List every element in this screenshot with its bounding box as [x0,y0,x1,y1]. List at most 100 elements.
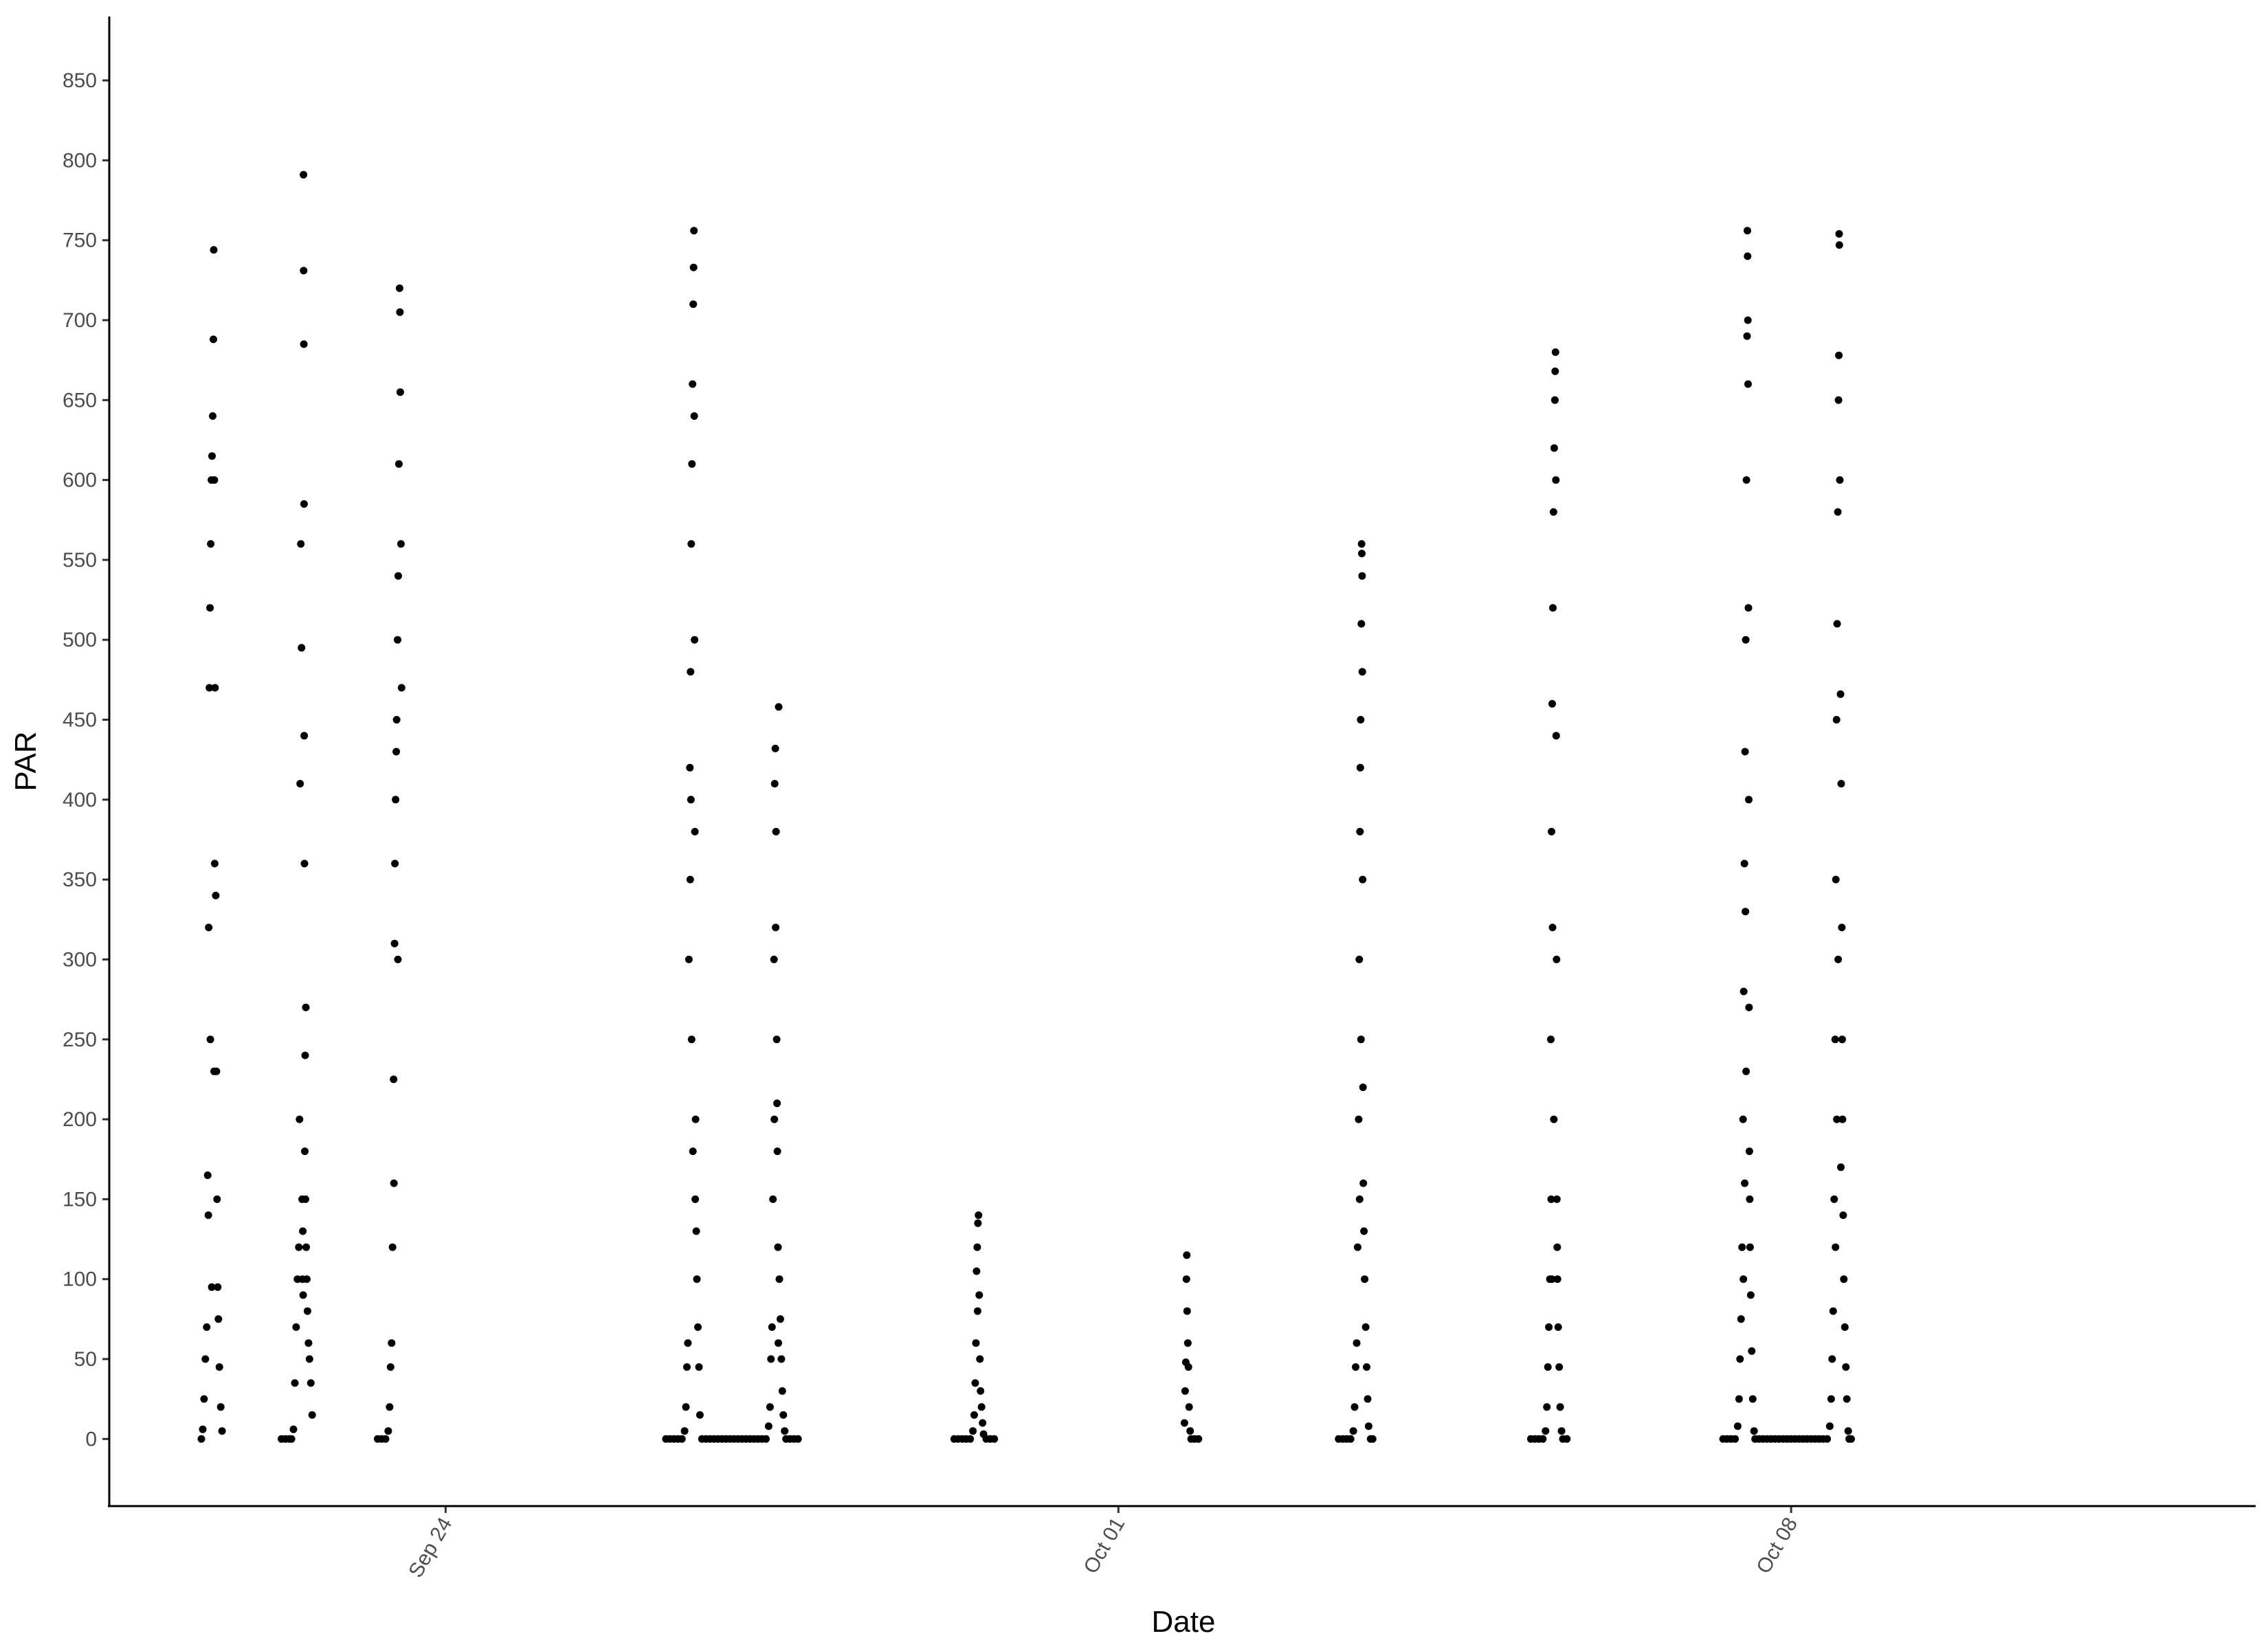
data-point [208,452,216,460]
data-point [1553,955,1561,963]
data-point [777,1355,786,1363]
data-point [1186,1427,1194,1435]
data-point [1350,1403,1359,1411]
data-point [975,1211,983,1220]
data-point [388,1339,396,1347]
data-point [764,1422,772,1431]
y-tick-label: 300 [63,948,97,971]
data-point [209,412,216,420]
y-tick-label: 850 [63,69,97,92]
data-point [1835,351,1843,359]
data-point [203,1323,211,1331]
data-point [1182,1275,1190,1283]
x-axis-ticks: Sep 24 Oct 01 Oct 08 [404,1506,1802,1582]
data-point [199,1425,207,1433]
data-point [394,955,402,963]
y-tick-label: 350 [63,868,97,891]
data-point [1548,923,1557,932]
data-point [772,1035,781,1044]
data-point [307,1379,315,1387]
data-point [1827,1395,1835,1403]
data-point [1552,476,1560,484]
data-point [1553,1195,1561,1203]
data-point [969,1427,977,1435]
data-point [1552,732,1560,740]
data-point [205,923,213,932]
data-point [297,540,305,548]
data-point [392,748,401,756]
data-point [1838,923,1846,932]
data-point [690,227,698,235]
data-point [1361,1275,1369,1283]
data-point [990,1435,999,1443]
data-point [979,1419,987,1427]
data-point [1358,668,1366,676]
data-point [1844,1427,1852,1435]
data-point [1837,780,1845,788]
y-tick-label: 800 [63,149,97,172]
data-point [1744,604,1753,612]
data-point [973,1243,981,1251]
data-point [1544,1363,1552,1371]
data-point [1740,860,1748,868]
data-point [1363,1363,1370,1371]
data-point [1346,1435,1355,1443]
data-point [201,1355,210,1363]
data-point [773,1099,781,1108]
data-point [296,1115,304,1123]
data-point [1841,1323,1849,1331]
data-point [972,1339,980,1347]
data-point [1847,1435,1855,1443]
data-point [1181,1387,1189,1395]
data-point [381,1435,390,1443]
x-tick-label: Oct 01 [1080,1514,1130,1578]
data-point [1735,1395,1743,1403]
data-point [1550,1115,1558,1123]
data-point [974,1219,982,1227]
data-point [1733,1422,1742,1431]
y-axis-title: PAR [9,731,43,791]
data-point [794,1435,802,1443]
data-point [1731,1435,1739,1443]
y-tick-label: 550 [63,549,97,572]
data-point [1836,690,1845,698]
data-point [1355,955,1364,963]
data-point [692,1227,700,1235]
data-point [685,955,693,963]
data-point [1843,1395,1851,1403]
data-point [684,1339,692,1347]
data-point [1180,1419,1188,1427]
data-point [1742,636,1750,644]
data-point [690,412,698,420]
data-point [1745,796,1753,804]
data-point [1837,1163,1845,1171]
data-point [977,1403,986,1411]
data-point [213,1195,221,1203]
data-point [973,1307,981,1315]
data-point [1539,1435,1547,1443]
data-point [396,308,404,316]
data-point [295,1243,303,1251]
data-point [299,1227,307,1235]
data-point [305,1355,313,1363]
data-point [694,1323,702,1331]
data-point [1183,1251,1191,1259]
data-point [304,1339,313,1347]
data-point [1353,1339,1361,1347]
data-point [386,1403,394,1411]
data-point [1184,1363,1192,1371]
data-point [1742,908,1750,916]
data-point [197,1435,205,1443]
data-point [1744,316,1752,324]
data-points [197,170,1855,1443]
data-point [388,1243,397,1251]
data-point [1829,1307,1837,1315]
data-point [1554,1323,1562,1331]
data-point [1547,1035,1555,1044]
data-point [1744,252,1752,260]
data-point [287,1435,296,1443]
data-point [1741,748,1749,756]
data-point [1360,1227,1368,1235]
data-point [773,1147,781,1156]
y-tick-label: 100 [63,1268,97,1291]
